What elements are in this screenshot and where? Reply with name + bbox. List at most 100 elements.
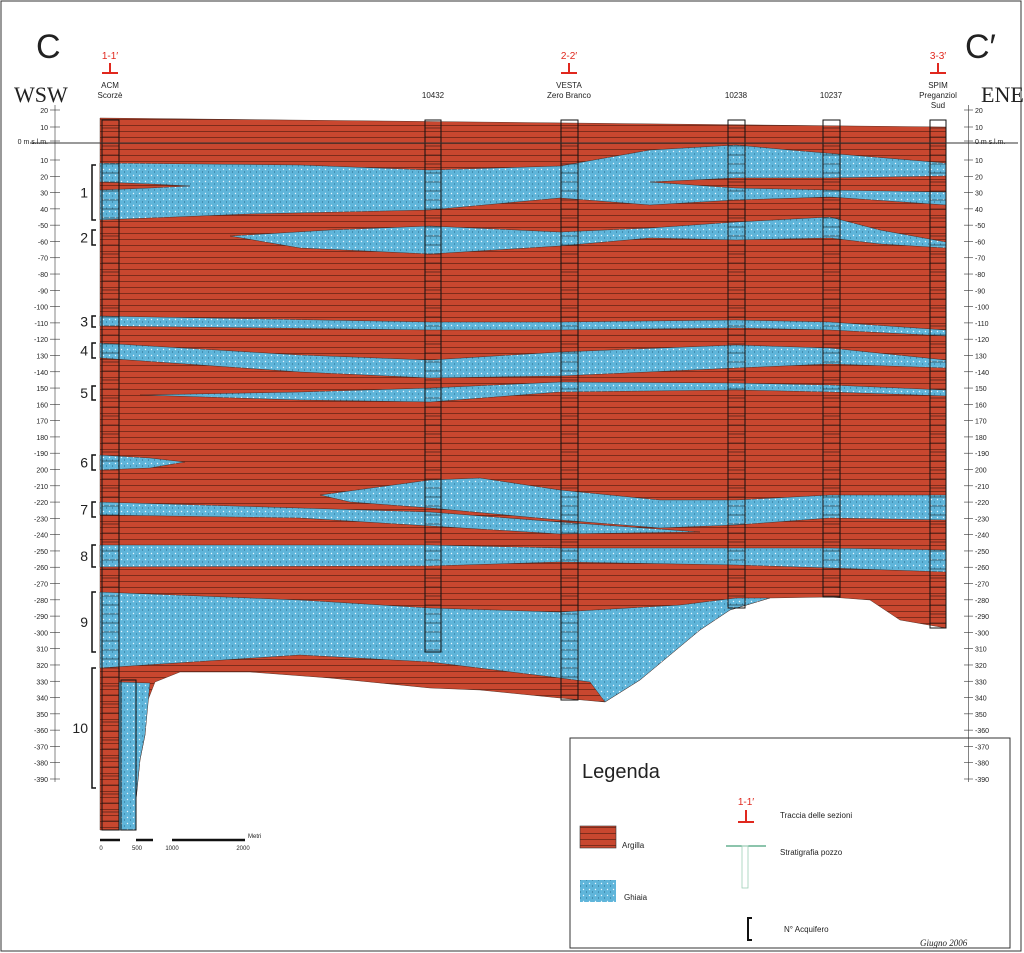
well-label: Zero Branco: [547, 91, 592, 100]
depth-label: -90: [38, 288, 48, 295]
section-letter: C: [36, 28, 61, 66]
section-icon: [738, 810, 754, 823]
well: [101, 119, 120, 831]
aquifer-label: 3: [80, 314, 88, 330]
depth-label: 320: [36, 663, 48, 670]
depth-label: -390: [975, 777, 989, 784]
aquifer-icon: [747, 917, 752, 941]
section-trace-icon: [930, 63, 946, 74]
depth-label: -210: [34, 484, 48, 491]
depth-label: 330: [36, 679, 48, 686]
depth-label: -390: [34, 777, 48, 784]
aquifer-bracket: [91, 591, 96, 653]
depth-label: 20: [40, 108, 48, 115]
depth-label: -140: [34, 370, 48, 377]
depth-label: -80: [38, 272, 48, 279]
aquifer-bracket: [91, 501, 96, 518]
well-label: SPIM: [928, 81, 948, 90]
section-trace-icon: [561, 63, 577, 74]
depth-label: 10: [40, 125, 48, 132]
depth-label: -50: [975, 223, 985, 230]
depth-label: -210: [975, 484, 989, 491]
depth-label: 350: [975, 712, 987, 719]
depth-label: 340: [36, 696, 48, 703]
depth-label: 30: [975, 191, 983, 198]
scale-label: 0: [99, 846, 103, 852]
depth-label: -120: [975, 337, 989, 344]
legend-label: Argilla: [622, 841, 645, 850]
scale-unit: Metri: [248, 834, 261, 840]
aquifer-bracket: [91, 454, 96, 471]
well-label: ACM: [101, 81, 119, 90]
depth-label: -100: [34, 305, 48, 312]
legend: Legenda Argilla Ghiaia 1-1′ Traccia dell…: [569, 737, 1011, 949]
depth-label: 150: [36, 386, 48, 393]
depth-label: -360: [34, 728, 48, 735]
well: [929, 119, 947, 629]
depth-label: 310: [36, 647, 48, 654]
aquifer-label: 6: [80, 455, 88, 471]
well: [822, 119, 841, 598]
aquifer-label: 2: [80, 230, 88, 246]
aquifer-bracket: [91, 385, 96, 401]
depth-label: -270: [975, 582, 989, 589]
depth-label: -220: [34, 500, 48, 507]
scale-label: 500: [132, 846, 143, 852]
depth-label: 20: [975, 174, 983, 181]
aquifer-bracket: [91, 544, 96, 568]
depth-label: 30: [40, 191, 48, 198]
depth-label: -220: [975, 500, 989, 507]
depth-label: -60: [38, 239, 48, 246]
depth-label: -280: [975, 598, 989, 605]
depth-label: -100: [975, 305, 989, 312]
depth-label: -360: [975, 728, 989, 735]
depth-label: -80: [975, 272, 985, 279]
depth-label: -370: [34, 744, 48, 751]
aquifer-label: 10: [72, 720, 88, 736]
depth-label: 180: [975, 435, 987, 442]
depth-label: 0 m s.l.m.: [975, 139, 1005, 146]
aquifer-bracket: [91, 315, 96, 328]
depth-label: 40: [40, 207, 48, 214]
depth-label: -260: [34, 565, 48, 572]
legend-label: Traccia delle sezioni: [780, 811, 852, 820]
well-label: 10238: [725, 91, 748, 100]
section-trace-label: 3-3′: [930, 51, 946, 62]
legend-box: [569, 737, 1011, 949]
well-label: Preganziol: [919, 91, 957, 100]
depth-label: -300: [34, 630, 48, 637]
well: [424, 119, 442, 653]
depth-label: 160: [975, 402, 987, 409]
depth-label: 20: [40, 174, 48, 181]
depth-label: -70: [38, 256, 48, 263]
depth-label: -230: [975, 516, 989, 523]
aquifer-bracket: [91, 342, 96, 359]
depth-label: -260: [975, 565, 989, 572]
depth-label: -290: [34, 614, 48, 621]
depth-label: -60: [975, 239, 985, 246]
aquifer-bracket: [91, 229, 96, 246]
aquifer-bracket: [91, 667, 96, 789]
depth-label: -250: [975, 549, 989, 556]
scale-label: 2000: [236, 846, 250, 852]
scale-label: 1000: [165, 846, 179, 852]
well-label: VESTA: [556, 81, 582, 90]
depth-label: -250: [34, 549, 48, 556]
depth-label: 10: [975, 158, 983, 165]
depth-label: 10: [40, 158, 48, 165]
depth-label: 130: [36, 353, 48, 360]
depth-label: 320: [975, 663, 987, 670]
legend-label: Ghiaia: [624, 893, 648, 902]
aquifer-label: 9: [80, 614, 88, 630]
depth-label: -240: [34, 533, 48, 540]
depth-label: -230: [34, 516, 48, 523]
depth-label: 310: [975, 647, 987, 654]
well-label: Scorzè: [98, 91, 123, 100]
depth-label: 160: [36, 402, 48, 409]
direction: WSW: [14, 82, 68, 107]
well-label: 10432: [422, 91, 445, 100]
clay: [99, 181, 191, 191]
depth-label: -240: [975, 533, 989, 540]
